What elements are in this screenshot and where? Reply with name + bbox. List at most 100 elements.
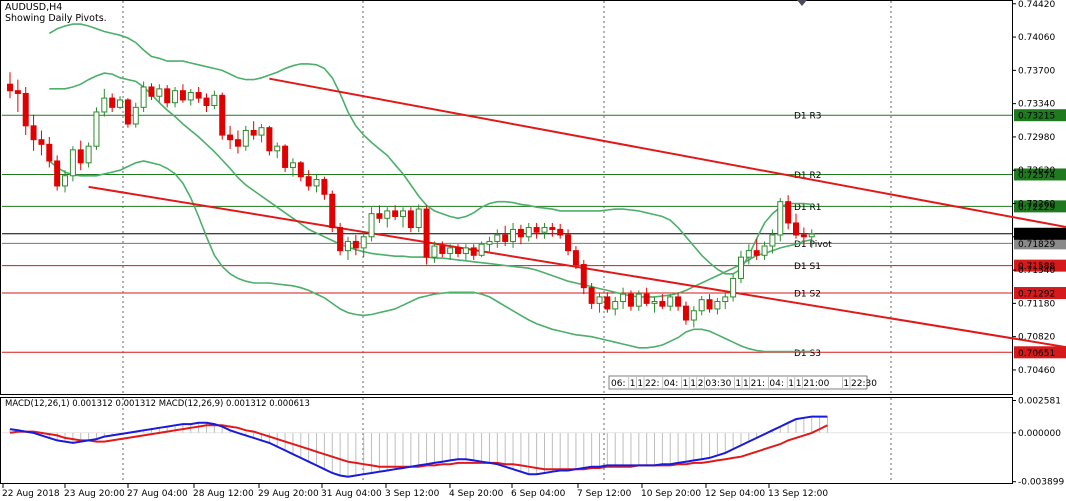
candle-body — [266, 127, 273, 152]
candle-body — [565, 234, 572, 252]
pivot-lines: D1 R3 0.73215 D1 R2 0.72574 D1 R1 0.72229 D1 P… — [2, 109, 1066, 359]
time-tick-label: 31 Aug 04:00 — [321, 489, 382, 499]
candle-body — [722, 296, 729, 303]
candle-body — [517, 228, 524, 238]
price-tick-label: 0.73340 — [1018, 100, 1055, 110]
time-axis: 22 Aug 2018 23 Aug 20:00 27 Aug 04:00 28 Au… — [2, 484, 828, 499]
candle-body — [54, 160, 61, 187]
pivot-price-tag — [1014, 200, 1066, 213]
lower-channel-trendline — [88, 185, 1066, 349]
candle-body — [101, 97, 108, 113]
candle-body — [690, 310, 697, 321]
candle-body — [659, 301, 666, 307]
candle-body — [187, 92, 194, 101]
candle-body — [22, 92, 29, 127]
pivot-line-label: D1 S2 — [794, 290, 821, 300]
pivot-price-tag — [1014, 287, 1066, 300]
channel-trendlines — [88, 77, 1066, 349]
candle-body — [124, 99, 131, 125]
candle-body — [761, 245, 768, 256]
candle-body — [14, 90, 21, 94]
candle-body — [793, 222, 799, 236]
time-ruler-label: 21:00 — [803, 379, 829, 389]
price-tick-label: 0.70460 — [1018, 366, 1055, 376]
main-panel-frame — [0, 0, 1013, 395]
price-tick-label: 0.73700 — [1018, 66, 1055, 76]
chart-shift-marker-icon[interactable] — [797, 0, 807, 6]
time-ruler-label: 1 — [683, 379, 689, 389]
candle-body — [588, 287, 595, 304]
candle-body — [455, 247, 462, 254]
candle-body — [85, 145, 92, 164]
candle-body — [242, 129, 249, 147]
pivot-price-tag-label: 0.70651 — [1018, 349, 1055, 359]
candle-body — [93, 111, 100, 147]
candle-body — [195, 92, 202, 99]
candle-body — [470, 247, 477, 256]
bollinger-bands — [48, 23, 812, 353]
candle-body — [549, 227, 556, 230]
pivot-price-tag-label: 0.71829 — [1018, 240, 1055, 250]
candle-body — [62, 175, 69, 187]
candle-body — [635, 293, 642, 307]
candle-body — [46, 143, 53, 162]
candle-body — [321, 178, 328, 195]
macd-tick-label: 0.000000 — [1018, 429, 1061, 439]
time-ruler-label: 1 — [637, 379, 643, 389]
pivot-price-tag — [1014, 346, 1066, 359]
time-ruler-label: 1 — [743, 379, 749, 389]
upper-channel-trendline — [269, 77, 1066, 229]
candle-body — [376, 213, 383, 219]
candle-body — [407, 210, 414, 229]
candle-body — [400, 210, 406, 217]
candle-body — [627, 293, 634, 307]
time-tick-label: 7 Sep 12:00 — [577, 489, 632, 499]
candle-body — [313, 178, 320, 187]
candle-body — [502, 234, 509, 242]
candle-body — [557, 228, 564, 236]
candle-body — [227, 134, 234, 141]
price-tick-label: 0.72620 — [1018, 166, 1055, 176]
time-ruler-label: 22: — [645, 379, 659, 389]
price-tick-label: 0.71540 — [1018, 266, 1055, 276]
price-tick-label: 0.74060 — [1018, 33, 1055, 43]
grid — [122, 1, 892, 483]
price-tick-label: 0.74420 — [1018, 0, 1055, 10]
candle-body — [148, 86, 155, 97]
price-tick-label: 0.70820 — [1018, 333, 1055, 343]
candle-body — [164, 88, 171, 104]
time-ruler: 06: 1 1 22: 04: 1 1 2 03:30 1 1 21: 04: 1 1 21:00 1 22:30 — [608, 375, 877, 390]
bollinger-middle-line — [49, 72, 812, 298]
time-ruler-label: 04: — [769, 379, 783, 389]
candle-body — [203, 97, 210, 106]
pivot-price-tag-label: 0.72229 — [1018, 203, 1055, 213]
macd-main-line — [9, 415, 828, 478]
time-tick-label: 12 Sep 04:00 — [705, 489, 765, 499]
time-tick-label: 22 Aug 2018 — [2, 489, 60, 499]
time-ruler-label: 1 — [843, 379, 849, 389]
time-tick-label: 29 Aug 20:00 — [258, 489, 319, 499]
time-ruler-label: 1 — [796, 379, 802, 389]
candle-body — [439, 245, 446, 254]
candle-body — [785, 201, 792, 224]
macd-panel-frame — [0, 397, 1013, 484]
candle-body — [282, 145, 289, 168]
macd-tick-label: -0.003899 — [1018, 478, 1064, 488]
candle-body — [541, 227, 548, 233]
candle-body — [109, 97, 116, 108]
candle-body — [392, 210, 399, 217]
price-axis: 0.74420 0.74060 0.73700 0.73340 0.72980 0.726… — [1012, 0, 1055, 376]
candle-body — [211, 94, 218, 106]
candle-body — [596, 296, 603, 304]
bollinger-lower-line — [48, 160, 812, 353]
macd-indicator: 0.002581 0.000000 -0.003899 — [2, 396, 1064, 488]
candle-body — [337, 227, 344, 252]
candle-body — [620, 293, 627, 303]
pivot-line-label: D1 S1 — [794, 262, 821, 272]
candle-body — [730, 277, 737, 298]
price-tick-label: 0.71180 — [1018, 299, 1055, 309]
candle-body — [494, 234, 501, 242]
candle-body — [612, 301, 619, 310]
candle-body — [698, 299, 705, 312]
